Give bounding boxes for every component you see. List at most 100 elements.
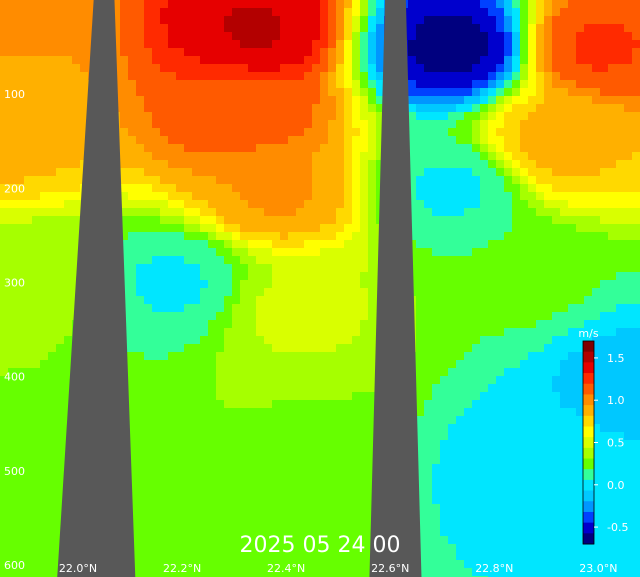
field-cell [256,312,264,320]
field-cell [24,144,32,152]
field-cell [432,360,440,368]
field-cell [504,224,512,232]
field-cell [168,104,176,112]
field-cell [64,88,72,96]
field-cell [352,264,360,272]
field-cell [440,88,448,96]
field-cell [64,104,72,112]
field-cell [128,120,136,128]
field-cell [584,128,592,136]
field-cell [296,304,304,312]
field-cell [608,408,616,416]
field-cell [488,64,496,72]
field-cell [48,40,56,48]
field-cell [232,312,240,320]
field-cell [184,40,192,48]
field-cell [176,88,184,96]
field-cell [536,208,544,216]
field-cell [368,64,376,72]
field-cell [592,400,600,408]
field-cell [176,8,184,16]
field-cell [568,336,576,344]
field-cell [560,72,568,80]
field-cell [504,368,512,376]
field-cell [248,80,256,88]
field-cell [592,32,600,40]
field-cell [432,264,440,272]
field-cell [368,432,376,440]
field-cell [456,232,464,240]
field-cell [216,360,224,368]
field-cell [536,312,544,320]
field-cell [488,304,496,312]
field-cell [456,152,464,160]
field-cell [208,80,216,88]
field-cell [160,256,168,264]
field-cell [168,0,176,8]
field-cell [584,296,592,304]
field-cell [312,344,320,352]
field-cell [248,264,256,272]
field-cell [168,328,176,336]
field-cell [0,0,8,8]
field-cell [296,96,304,104]
field-cell [464,40,472,48]
field-cell [520,24,528,32]
field-cell [576,40,584,48]
field-cell [24,392,32,400]
field-cell [152,72,160,80]
field-cell [592,272,600,280]
field-cell [136,304,144,312]
field-cell [8,168,16,176]
field-cell [528,160,536,168]
field-cell [24,208,32,216]
field-cell [216,16,224,24]
field-cell [424,360,432,368]
field-cell [424,280,432,288]
field-cell [552,168,560,176]
field-cell [344,56,352,64]
field-cell [208,192,216,200]
field-cell [144,272,152,280]
field-cell [576,168,584,176]
field-cell [576,456,584,464]
field-cell [616,344,624,352]
field-cell [136,208,144,216]
field-cell [152,368,160,376]
field-cell [128,288,136,296]
field-cell [24,336,32,344]
field-cell [328,32,336,40]
field-cell [312,112,320,120]
field-cell [176,360,184,368]
field-cell [320,344,328,352]
field-cell [464,192,472,200]
field-cell [0,248,8,256]
field-cell [24,416,32,424]
field-cell [536,64,544,72]
field-cell [592,280,600,288]
field-cell [216,232,224,240]
field-cell [160,144,168,152]
field-cell [56,264,64,272]
field-cell [568,288,576,296]
field-cell [344,136,352,144]
field-cell [352,128,360,136]
field-cell [560,200,568,208]
field-cell [56,80,64,88]
field-cell [624,280,632,288]
field-cell [504,176,512,184]
field-cell [480,328,488,336]
field-cell [424,336,432,344]
field-cell [568,88,576,96]
field-cell [216,8,224,16]
field-cell [440,360,448,368]
field-cell [440,472,448,480]
field-cell [480,320,488,328]
field-cell [168,72,176,80]
field-cell [8,96,16,104]
field-cell [256,272,264,280]
field-cell [32,24,40,32]
field-cell [416,32,424,40]
field-cell [472,0,480,8]
field-cell [432,280,440,288]
